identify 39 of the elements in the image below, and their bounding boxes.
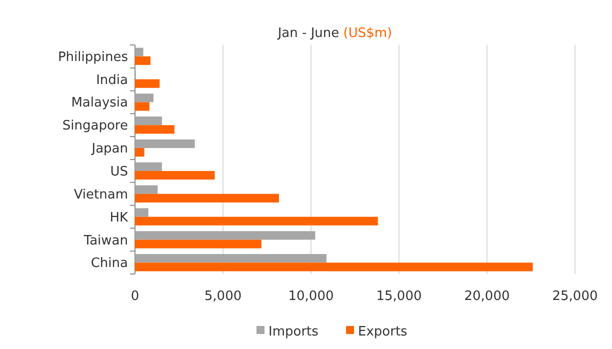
bar [135, 56, 150, 65]
bar [135, 170, 215, 180]
bar [135, 185, 158, 194]
bar [135, 125, 174, 134]
y-tick-label: US [110, 164, 128, 180]
bar [135, 231, 316, 240]
bar [135, 139, 195, 148]
x-tick-label: 10,000 [288, 289, 334, 304]
legend-label: Exports [358, 324, 408, 340]
y-tick-label: HK [110, 210, 128, 226]
x-tick-label: 0 [130, 289, 140, 304]
y-tick-label: Taiwan [82, 233, 128, 248]
y-tick-label: Malaysia [71, 96, 128, 111]
y-tick-label: India [96, 72, 128, 88]
x-tick-label: 5,000 [204, 289, 242, 304]
bar [135, 148, 144, 157]
chart-title: Jan - June [276, 26, 340, 41]
y-tick-label: Japan [90, 142, 128, 157]
bar [135, 48, 144, 56]
bar [135, 240, 262, 248]
bar [135, 116, 162, 126]
bar [135, 79, 160, 88]
x-tick-label: 15,000 [376, 289, 422, 304]
bar [135, 162, 162, 171]
legend-label: Imports [268, 324, 319, 340]
y-tick-label: Singapore [62, 118, 128, 134]
y-tick-label: Vietnam [74, 187, 128, 202]
bar [135, 208, 148, 217]
bar [135, 94, 154, 102]
y-tick-label: China [90, 256, 128, 272]
bar [135, 102, 150, 111]
bar [135, 254, 326, 263]
bar [135, 194, 279, 202]
bar [135, 262, 533, 272]
x-tick-label: 20,000 [464, 289, 510, 304]
y-tick-label: Philippines [58, 50, 128, 65]
bar [135, 216, 378, 226]
x-tick-label: 25,000 [552, 289, 598, 304]
chart-subtitle: (US$m) [339, 26, 392, 41]
